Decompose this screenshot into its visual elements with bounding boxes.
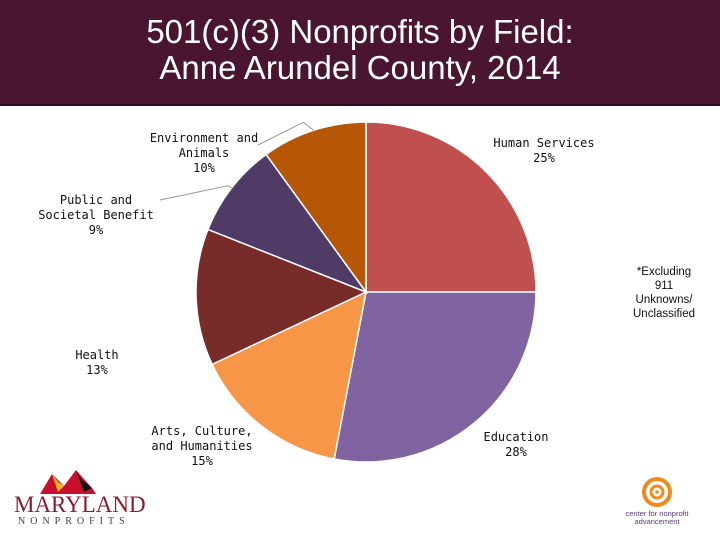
slice-label-environment: Environment and Animals 10% [148,131,260,176]
maryland-nonprofits-logo: MARYLAND NONPROFITS [10,468,146,528]
slice-label-health: Health 13% [66,348,128,378]
slice-percent: 10% [193,161,215,175]
slice-label-human-services: Human Services 25% [484,136,604,166]
logo-line2: advancement [634,517,680,526]
slice-percent: 13% [86,363,108,377]
logo-line1: center for nonprofit [625,509,689,518]
slice-percent: 15% [191,454,213,468]
slice-percent: 25% [533,151,555,165]
footnote-excluding: *Excluding 911 Unknowns/ Unclassified [633,266,695,320]
slice-name: Environment and Animals [149,131,259,160]
chart-title: 501(c)(3) Nonprofits by Field: Anne Arun… [146,13,574,86]
slice-label-arts: Arts, Culture, and Humanities 15% [138,424,266,469]
pie-slice-environment-and-animals [265,121,367,295]
pie-slice-human-services [365,121,537,293]
center-for-nonprofit-advancement-logo: center for nonprofit advancement [612,472,702,532]
slice-name: Public and Societal Benefit [38,193,154,222]
pie-slice-health [195,228,368,366]
pie-slice-education [333,291,537,463]
pie-slice-arts-culture-and-humanities [211,290,368,460]
slice-name: Education [483,430,549,444]
pie-slice-public-and-societal-benefit [206,153,369,294]
leader-line-environment [257,121,314,146]
slice-label-public-benefit: Public and Societal Benefit 9% [30,193,162,238]
logo-nonprofits-text: NONPROFITS [18,516,130,527]
slice-label-education: Education 28% [476,430,556,460]
leader-line-public-benefit [159,185,232,201]
slice-name: Arts, Culture, and Humanities [151,424,253,453]
slice-name: Health [75,348,119,362]
slice-name: Human Services [493,136,595,150]
maryland-flag-icon [40,470,96,494]
logo-maryland-text: MARYLAND [14,492,146,517]
slice-percent: 9% [88,223,104,237]
title-banner: 501(c)(3) Nonprofits by Field: Anne Arun… [0,0,720,106]
spiral-icon [642,477,672,507]
slice-percent: 28% [505,445,527,459]
